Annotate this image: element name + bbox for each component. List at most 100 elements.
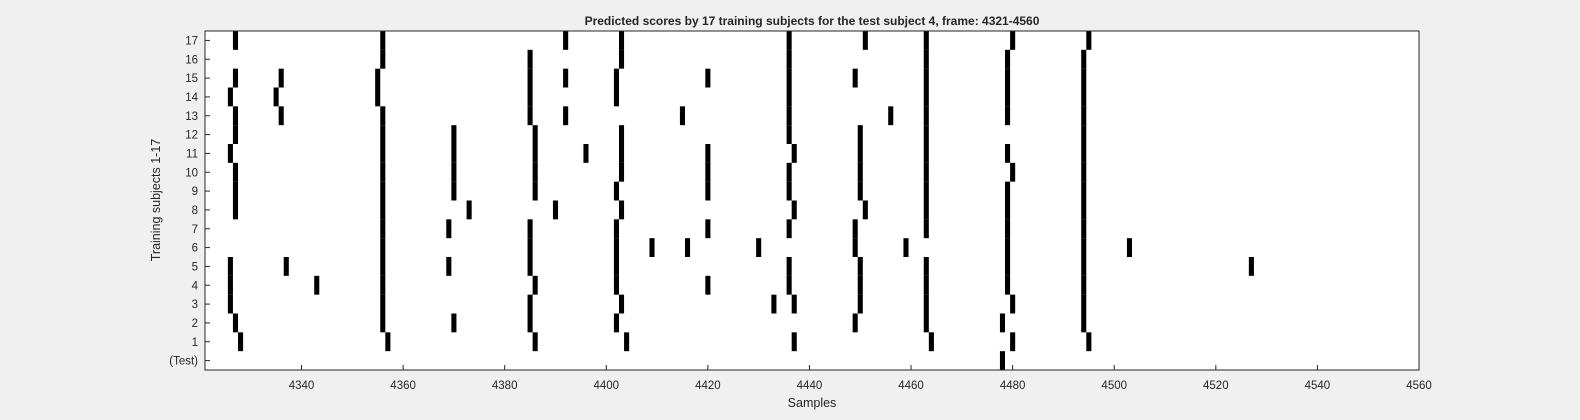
event-mark-row-8-4 [618,200,625,220]
event-mark-row-13-0 [232,106,239,126]
y-tick-label: 6 [192,243,198,255]
event-mark-row-10-2 [451,162,457,182]
event-mark-row-12-4 [618,125,625,144]
axes-box [204,30,1420,371]
event-mark-row-4-9 [1005,275,1011,295]
event-mark-row-4-5 [705,275,711,295]
event-mark-row-14-6 [923,87,929,107]
event-mark-row-7-2 [527,219,533,239]
event-mark-row-9-3 [532,181,538,201]
event-mark-row-2-6 [923,313,929,333]
event-mark-row-13-3 [527,106,533,126]
event-mark-row-16-0 [380,49,386,69]
event-mark-row-17-2 [563,31,569,50]
event-mark-row-3-1 [380,294,386,314]
event-mark-row-16-2 [618,49,625,69]
y-tick-label: 9 [192,186,198,198]
event-mark-row-2-5 [852,313,858,333]
event-mark-row-3-0 [227,294,233,314]
event-mark-row-15-9 [923,68,929,88]
event-mark-row-12-5 [786,125,792,144]
x-tick-label: 4440 [797,380,823,392]
plot-area: 4340 4360 4380 4400 4420 4440 4460 4480 4500 4520… [169,30,1432,392]
event-mark-row-16-3 [786,49,792,69]
event-mark-row-9-1 [380,181,386,201]
event-mark-row-11-11 [1081,144,1087,163]
event-mark-row-8-6 [862,200,868,220]
event-mark-row-2-3 [613,313,619,333]
event-mark-row-15-1 [278,68,284,88]
x-tick-label: 4420 [695,380,721,392]
event-mark-row-12-7 [923,125,929,144]
event-mark-row-7-9 [1081,219,1087,239]
event-mark-row-16-6 [1081,49,1087,69]
event-mark-row-1-0 [238,332,244,352]
event-mark-row-14-7 [1005,87,1011,107]
event-mark-row-1-3 [624,332,630,352]
event-mark-row-1-5 [928,332,934,352]
event-mark-row-9-8 [923,181,929,201]
y-tick-label: 10 [185,167,198,179]
event-mark-row-17-7 [1010,31,1016,50]
event-mark-row-14-2 [375,87,381,107]
event-mark-row-14-4 [613,87,619,107]
event-mark-row-2-2 [527,313,533,333]
event-mark-row-15-0 [232,68,239,88]
event-mark-row-14-8 [1081,87,1087,107]
y-tick-label: 12 [185,130,198,142]
event-mark-row-2-0 [232,313,239,333]
event-mark-row-14-0 [227,87,233,107]
event-mark-row-4-1 [314,275,320,295]
event-mark-row-test-0 [999,351,1006,370]
event-mark-row-7-1 [446,219,452,239]
event-mark-row-7-4 [705,219,711,239]
event-mark-row-10-0 [232,162,239,182]
event-mark-row-12-1 [380,125,386,144]
event-mark-row-14-1 [273,87,279,107]
event-mark-row-12-3 [532,125,538,144]
event-mark-row-6-5 [756,238,762,257]
event-mark-row-16-4 [923,49,929,69]
event-mark-row-15-8 [852,68,858,88]
event-mark-row-13-1 [278,106,284,126]
event-mark-row-11-9 [923,144,929,163]
event-mark-row-8-9 [1081,200,1087,220]
event-mark-row-13-5 [679,106,686,126]
y-tick-label: 7 [192,224,198,236]
x-axis-label: Samples [788,396,837,410]
event-mark-row-15-3 [527,68,533,88]
event-mark-row-8-8 [1005,200,1011,220]
event-mark-row-10-10 [1081,162,1087,182]
event-mark-row-9-4 [613,181,619,201]
event-mark-row-3-2 [527,294,533,314]
event-mark-row-17-1 [380,31,386,50]
event-mark-row-15-6 [705,68,711,88]
event-mark-row-8-2 [466,200,472,220]
event-mark-row-12-0 [232,125,239,144]
y-tick-label: 1 [192,337,198,349]
event-mark-row-3-7 [923,294,929,314]
event-mark-row-7-0 [380,219,386,239]
event-mark-row-6-2 [613,238,619,257]
event-mark-row-4-7 [857,275,863,295]
axes-background [205,31,1419,370]
event-mark-row-17-6 [923,31,929,50]
event-mark-row-15-5 [613,68,619,88]
event-mark-row-10-6 [786,162,792,182]
y-tick-label: 16 [185,54,198,66]
event-mark-row-10-8 [923,162,929,182]
y-tick-label: 13 [185,111,198,123]
event-mark-row-17-5 [862,31,868,50]
event-mark-row-15-4 [563,68,569,88]
event-mark-row-16-5 [1005,49,1011,69]
event-mark-row-1-4 [791,332,797,352]
event-mark-row-8-3 [552,200,559,220]
x-tick-label: 4360 [390,380,416,392]
event-mark-row-4-3 [532,275,538,295]
event-mark-row-8-0 [232,200,239,220]
event-mark-row-10-7 [857,162,863,182]
event-mark-row-1-7 [1086,332,1092,352]
event-mark-row-7-5 [786,219,792,239]
event-mark-row-5-11 [1248,257,1254,276]
